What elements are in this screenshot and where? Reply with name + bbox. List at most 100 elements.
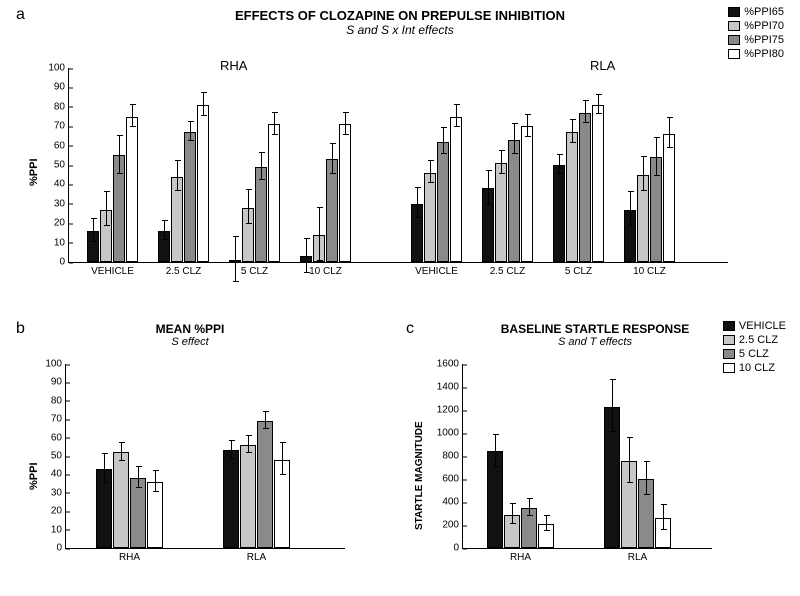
error-bar (629, 437, 630, 483)
y-tick: 0 (59, 257, 69, 268)
x-tick-label: RLA (628, 548, 647, 563)
y-tick: 200 (442, 520, 463, 531)
legend-label: %PPI70 (744, 20, 784, 32)
y-tick: 400 (442, 497, 463, 508)
bar (604, 407, 620, 548)
panel-c-ylabel: STARTLE MAGNITUDE (414, 421, 425, 530)
y-tick: 0 (453, 543, 463, 554)
panel-a-ylabel: %PPI (28, 158, 40, 186)
y-tick: 40 (54, 179, 69, 190)
error-bar (546, 515, 547, 531)
error-bar (669, 117, 670, 148)
y-tick: 800 (442, 451, 463, 462)
error-bar (164, 220, 165, 239)
bar (268, 124, 280, 262)
bar (437, 142, 449, 262)
bar (637, 175, 649, 262)
legend-item: %PPI75 (728, 34, 784, 46)
legend-label: 5 CLZ (739, 348, 769, 360)
y-tick: 30 (54, 198, 69, 209)
legend-swatch (728, 49, 740, 59)
bar (130, 478, 146, 548)
error-bar (430, 160, 431, 183)
y-tick: 80 (51, 395, 66, 406)
legend-swatch (723, 363, 735, 373)
bar (553, 165, 565, 262)
error-bar (630, 191, 631, 226)
y-tick: 1600 (437, 359, 463, 370)
x-tick-label: VEHICLE (91, 262, 134, 277)
bar (96, 469, 112, 548)
error-bar (332, 143, 333, 174)
panel-b: b MEAN %PPI S effect %PPI 01020304050607… (10, 320, 370, 580)
bar (113, 452, 129, 548)
error-bar (612, 379, 613, 432)
bar (521, 508, 537, 548)
legend-c: VEHICLE 2.5 CLZ 5 CLZ 10 CLZ (723, 320, 786, 376)
legend-swatch (723, 349, 735, 359)
y-tick: 70 (51, 414, 66, 425)
error-bar (138, 466, 139, 488)
y-tick: 1200 (437, 405, 463, 416)
error-bar (190, 121, 191, 140)
error-bar (514, 123, 515, 154)
x-tick-label: 5 CLZ (565, 262, 592, 277)
legend-swatch (728, 7, 740, 17)
error-bar (231, 440, 232, 458)
legend-label: %PPI80 (744, 48, 784, 60)
bar (592, 105, 604, 262)
legend-item: VEHICLE (723, 320, 786, 332)
bar (255, 167, 267, 262)
legend-item: 10 CLZ (723, 362, 786, 374)
panel-a-subtitle: S and S x Int effects (10, 23, 790, 37)
y-tick: 1400 (437, 382, 463, 393)
error-bar (132, 104, 133, 127)
error-bar (529, 498, 530, 516)
bar (538, 524, 554, 548)
bar (147, 482, 163, 548)
y-tick: 90 (51, 377, 66, 388)
legend-swatch (728, 35, 740, 45)
legend-swatch (723, 321, 735, 331)
bar (579, 113, 591, 262)
y-tick: 100 (48, 63, 69, 74)
bar (223, 450, 239, 548)
panel-letter-b: b (16, 320, 25, 338)
bar (242, 208, 254, 262)
y-tick: 60 (54, 140, 69, 151)
x-tick-label: RLA (247, 548, 266, 563)
panel-c: c BASELINE STARTLE RESPONSE S and T effe… (400, 320, 790, 580)
bar (100, 210, 112, 262)
y-tick: 50 (51, 451, 66, 462)
error-bar (248, 189, 249, 224)
bar (638, 479, 654, 548)
error-bar (282, 442, 283, 475)
y-tick: 20 (51, 506, 66, 517)
error-bar (177, 160, 178, 191)
error-bar (656, 137, 657, 176)
bar (495, 163, 507, 262)
bar (257, 421, 273, 548)
y-tick: 90 (54, 82, 69, 93)
bar (274, 460, 290, 548)
y-tick: 80 (54, 101, 69, 112)
bar (158, 231, 170, 262)
error-bar (646, 461, 647, 496)
y-tick: 600 (442, 474, 463, 485)
x-tick-label: 10 CLZ (633, 262, 666, 277)
error-bar (104, 453, 105, 482)
panel-a-plot: 0102030405060708090100VEHICLE2.5 CLZ5 CL… (68, 68, 728, 263)
bar (450, 117, 462, 263)
error-bar (527, 114, 528, 137)
error-bar (345, 112, 346, 135)
y-tick: 0 (56, 543, 66, 554)
legend-item: %PPI80 (728, 48, 784, 60)
legend-item: 2.5 CLZ (723, 334, 786, 346)
error-bar (585, 100, 586, 123)
error-bar (119, 135, 120, 174)
x-tick-label: 10 CLZ (309, 262, 342, 277)
legend-label: 10 CLZ (739, 362, 775, 374)
legend-item: 5 CLZ (723, 348, 786, 360)
bar (566, 132, 578, 262)
y-tick: 10 (54, 237, 69, 248)
